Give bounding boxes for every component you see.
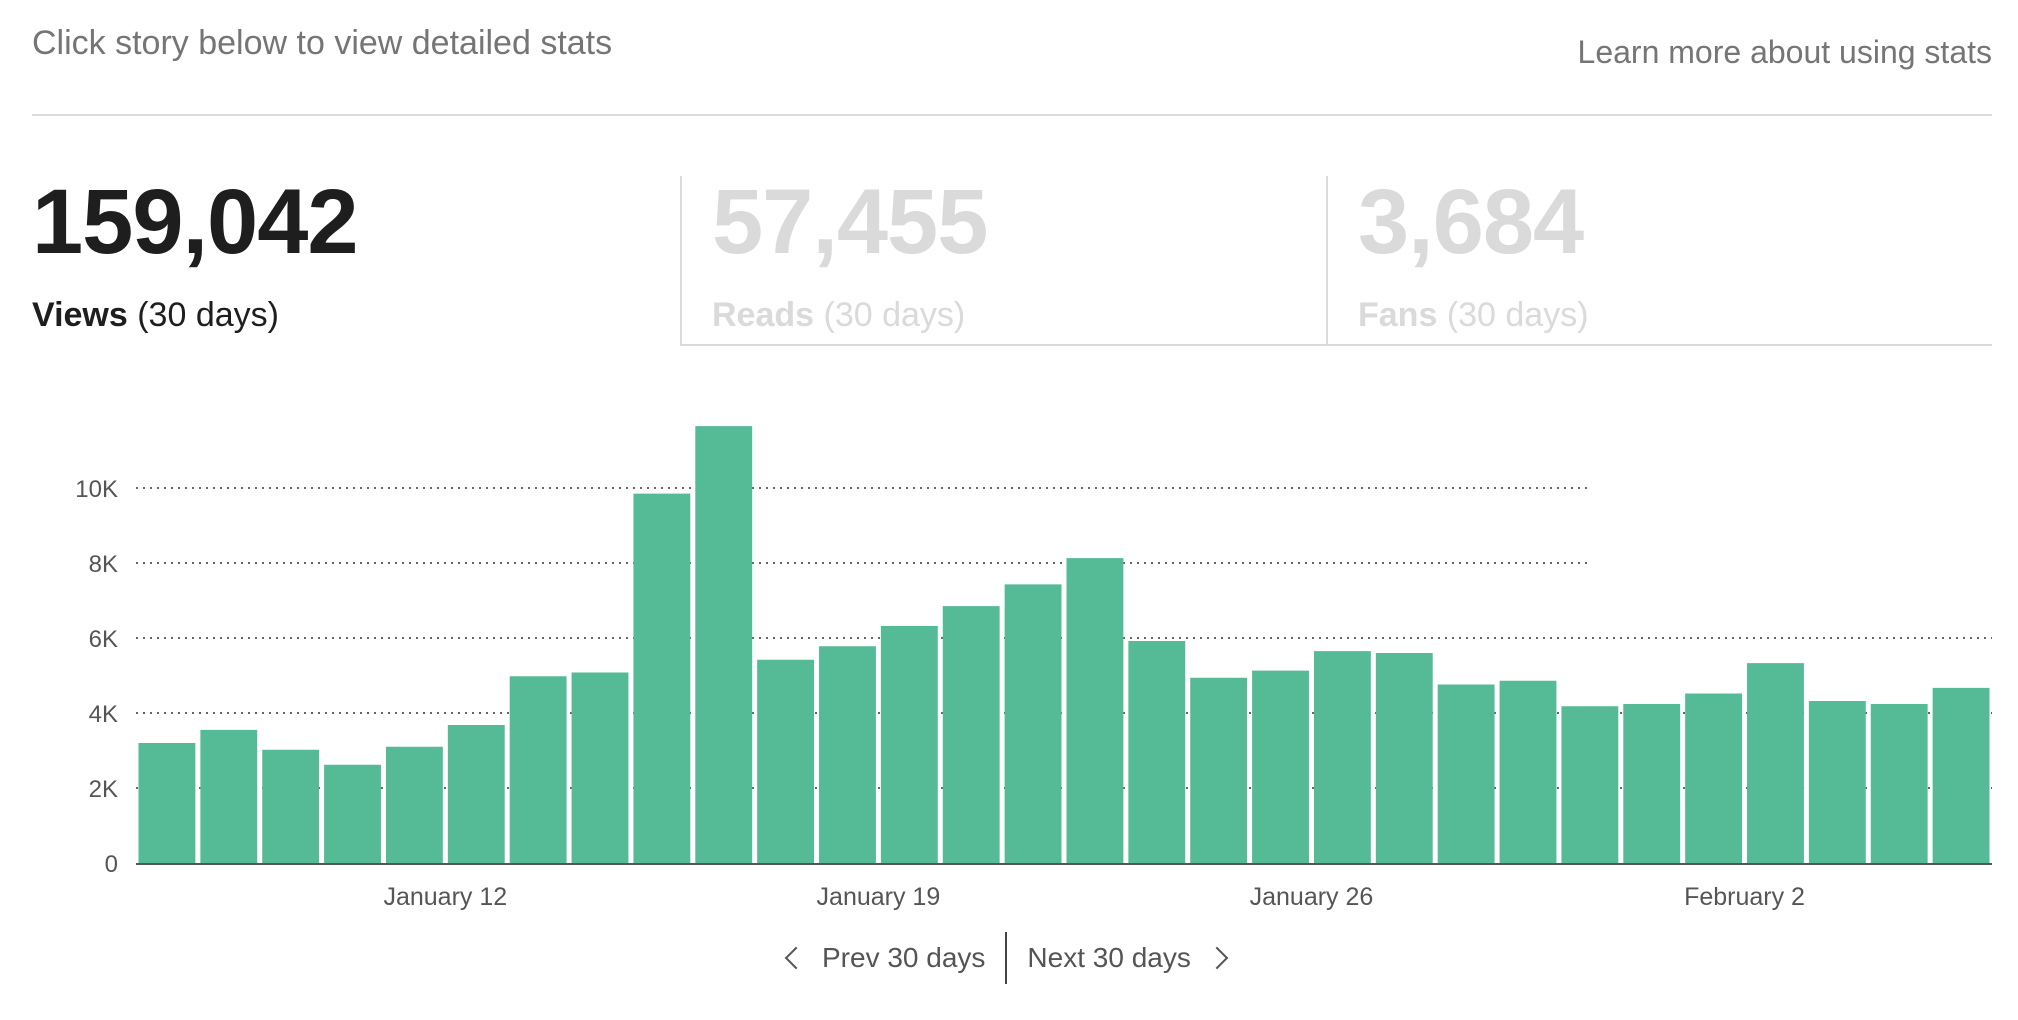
bar[interactable] [1685, 693, 1743, 864]
y-tick-label: 6K [89, 626, 118, 653]
reads-period: (30 days) [823, 296, 966, 334]
x-tick-label: January 26 [1250, 883, 1374, 911]
chevron-right-icon [1205, 946, 1229, 970]
bar[interactable] [509, 676, 567, 863]
tab-views[interactable]: 159,042 Views (30 days) [32, 176, 678, 346]
bar[interactable] [1128, 641, 1186, 863]
fans-label: Fans (30 days) [1358, 296, 1992, 335]
bar[interactable] [385, 746, 443, 863]
views-label-text: Views [32, 296, 128, 334]
bar[interactable] [324, 764, 381, 863]
prev-label: Prev 30 days [822, 942, 986, 973]
fans-period: (30 days) [1446, 296, 1589, 334]
reads-count: 57,455 [712, 171, 988, 273]
header-divider [32, 114, 1992, 116]
bar[interactable] [1623, 704, 1681, 863]
bar[interactable] [138, 743, 196, 863]
y-tick-label: 4K [89, 701, 118, 728]
bar[interactable] [1375, 653, 1433, 863]
views-period: (30 days) [137, 296, 279, 334]
views-label: Views (30 days) [32, 296, 678, 335]
bar[interactable] [942, 606, 1000, 863]
next-label: Next 30 days [1027, 942, 1191, 973]
bar[interactable] [1313, 651, 1371, 863]
bar[interactable] [571, 672, 629, 864]
bar[interactable] [1870, 704, 1928, 863]
bar[interactable] [200, 729, 258, 863]
bar[interactable] [447, 725, 505, 863]
y-tick-label: 8K [89, 551, 118, 578]
bar[interactable] [262, 749, 320, 863]
bar[interactable] [633, 493, 691, 863]
bar[interactable] [1004, 584, 1062, 863]
bar[interactable] [1437, 684, 1495, 864]
next-30-days-button[interactable]: Next 30 days [1027, 942, 1229, 974]
x-tick-label: January 19 [817, 883, 941, 911]
y-tick-label: 10K [75, 476, 118, 503]
bar[interactable] [1190, 677, 1248, 863]
chevron-left-icon [784, 946, 808, 970]
y-tick-label: 0 [105, 851, 118, 878]
bar[interactable] [880, 626, 938, 863]
pager-divider [1005, 932, 1008, 984]
bar[interactable] [1932, 687, 1990, 863]
views-count: 159,042 [32, 171, 359, 273]
bar[interactable] [1252, 670, 1309, 863]
bar[interactable] [757, 659, 815, 863]
reads-label-text: Reads [712, 296, 815, 334]
x-tick-label: February 2 [1684, 883, 1805, 911]
bar[interactable] [1066, 558, 1124, 863]
fans-label-text: Fans [1358, 296, 1438, 334]
x-tick-label: January 12 [383, 883, 507, 911]
tab-fans[interactable]: 3,684 Fans (30 days) [1326, 176, 1992, 346]
y-tick-label: 2K [89, 776, 118, 803]
bar[interactable] [695, 426, 753, 863]
pager: Prev 30 days Next 30 days [780, 930, 1229, 986]
learn-more-link[interactable]: Learn more about using stats [1577, 34, 1992, 70]
prev-30-days-button[interactable]: Prev 30 days [780, 942, 985, 974]
header-intro: Click story below to view detailed stats [32, 24, 613, 62]
bar[interactable] [1808, 701, 1866, 863]
views-bar-chart: 0 2K 4K 6K 8K 10K January 12 January 19 January … [75, 426, 1992, 911]
reads-label: Reads (30 days) [712, 296, 1326, 335]
tab-reads[interactable]: 57,455 Reads (30 days) [680, 176, 1326, 346]
fans-count: 3,684 [1358, 171, 1584, 273]
bar[interactable] [1747, 663, 1804, 863]
bar[interactable] [1499, 680, 1557, 863]
bar[interactable] [1561, 706, 1619, 863]
bar[interactable] [819, 646, 876, 863]
stats-tabs: 159,042 Views (30 days) 57,455 Reads (30… [32, 176, 1992, 346]
